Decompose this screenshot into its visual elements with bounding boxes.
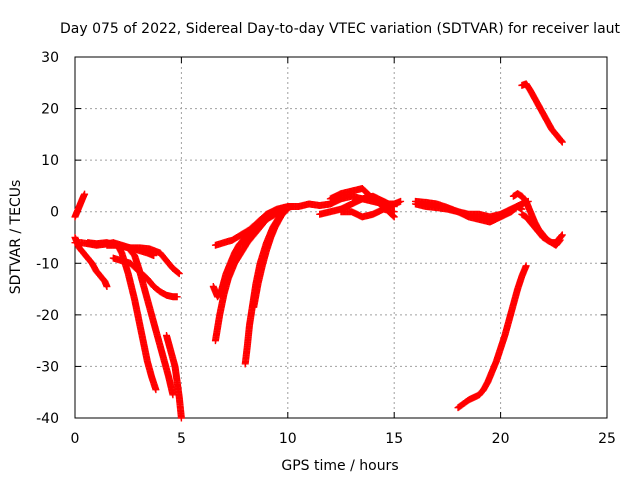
data-point xyxy=(177,414,185,422)
data-point xyxy=(558,231,566,239)
series-arc-a xyxy=(71,190,89,221)
series-arc-w xyxy=(454,262,530,412)
x-tick-label: 25 xyxy=(598,431,616,447)
series-arc-u xyxy=(518,210,566,247)
series-arc-b xyxy=(71,234,111,290)
y-tick-label: -40 xyxy=(36,411,59,427)
series-arc-h xyxy=(163,331,185,422)
y-tick-label: -30 xyxy=(36,359,59,375)
data-point xyxy=(558,232,566,240)
data-point xyxy=(397,197,405,205)
data-point xyxy=(558,137,566,145)
y-tick-label: 10 xyxy=(41,153,59,169)
x-tick-label: 20 xyxy=(492,431,510,447)
series-arc-m xyxy=(250,203,292,311)
y-tick-label: 30 xyxy=(41,50,59,66)
y-tick-label: -20 xyxy=(36,308,59,324)
series-arc-k xyxy=(211,203,292,249)
data-point xyxy=(103,282,111,290)
chart-title: Day 075 of 2022, Sidereal Day-to-day VTE… xyxy=(60,21,621,37)
x-tick-label: 0 xyxy=(71,431,80,447)
x-tick-label: 5 xyxy=(177,431,186,447)
y-axis-label: SDTVAR / TECUs xyxy=(8,180,24,295)
axis-ticks xyxy=(74,56,608,419)
series-arc-s xyxy=(411,200,526,226)
grid-lines xyxy=(75,57,607,418)
series-arc-g xyxy=(124,244,183,278)
y-tick-label: 0 xyxy=(50,205,59,221)
data-point xyxy=(390,208,398,216)
y-tick-label: 20 xyxy=(41,102,59,118)
series-arc-v xyxy=(518,80,566,146)
data-point xyxy=(174,269,182,277)
data-point xyxy=(81,190,89,198)
data-point xyxy=(558,138,566,146)
data-point xyxy=(522,262,530,270)
series-arc-q xyxy=(337,205,398,221)
series-arc-p xyxy=(326,185,398,221)
tick-labels: 0 5 10 15 20 25 -40 -30 -20 -10 0 10 20 30 xyxy=(36,50,616,447)
data-point xyxy=(169,391,177,399)
x-axis-label: GPS time / hours xyxy=(281,458,398,474)
data-point xyxy=(173,293,181,301)
plot-frame xyxy=(74,56,608,419)
data-point xyxy=(152,386,160,394)
x-tick-label: 15 xyxy=(385,431,403,447)
x-tick-label: 10 xyxy=(279,431,297,447)
data-point xyxy=(175,270,183,278)
data-points xyxy=(71,80,566,422)
y-tick-label: -10 xyxy=(36,256,59,272)
series-arc-f xyxy=(109,254,181,301)
